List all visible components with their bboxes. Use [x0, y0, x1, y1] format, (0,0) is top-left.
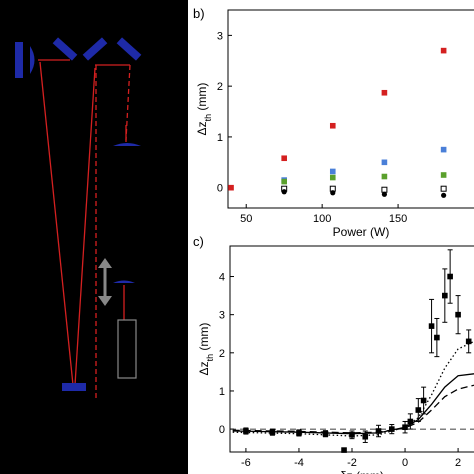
- plot-b-x-tick-label: 150: [389, 213, 407, 225]
- data-point: [330, 190, 336, 196]
- data-point: [440, 47, 447, 54]
- end-mirror-icon: [62, 383, 86, 391]
- data-point: [441, 192, 447, 198]
- plot-b-y-tick-label: 3: [217, 30, 223, 42]
- curved-mirror-left-icon: [30, 46, 35, 74]
- plot-c-y-tick-label: 4: [219, 272, 225, 284]
- data-point: [375, 428, 382, 434]
- data-point: [243, 428, 249, 434]
- fold-mirror-1-icon: [52, 37, 78, 61]
- plot-c-y-axis-label: Δzth (mm): [197, 323, 215, 376]
- data-point: [381, 186, 388, 193]
- schematic-background: [0, 0, 188, 474]
- plot-c: -6 -4 -2 0 2 0 1 2 3 4 δz (mm) Δzth (mm): [197, 245, 474, 474]
- data-point: [440, 146, 447, 153]
- crystal-box-icon: [117, 319, 137, 379]
- plot-b-x-tick-label: 50: [240, 213, 252, 225]
- plot-c-y-tick-label: 3: [219, 310, 225, 322]
- data-point: [420, 397, 427, 404]
- data-point: [341, 447, 347, 453]
- lens-upper-icon: [113, 143, 141, 146]
- data-point: [465, 338, 472, 345]
- data-point: [228, 184, 234, 191]
- data-point: [447, 273, 453, 280]
- plot-b-x-tick-label: 100: [313, 213, 331, 225]
- data-point: [281, 189, 287, 195]
- plot-c-x-tick-label: 0: [402, 457, 408, 469]
- data-point: [329, 122, 336, 129]
- plot-c-x-tick-label: -4: [294, 457, 304, 469]
- data-point: [269, 429, 276, 435]
- model-curve-dotted: [232, 340, 474, 437]
- plot-c-frame: [229, 245, 474, 453]
- fold-mirror-3-icon: [116, 37, 142, 61]
- plot-c-x-tick-label: -6: [241, 457, 251, 469]
- data-point: [388, 426, 395, 432]
- data-point: [415, 407, 422, 413]
- plot-b-y-tick-label: 0: [217, 183, 223, 195]
- panel-c: c) -6 -4 -2 0 2 0 1 2 3 4 δz (mm) Δzth (mm): [193, 234, 474, 474]
- plot-c-x-tick-label: 2: [455, 457, 461, 469]
- plot-b: 50 100 150 0 1 2 3 Power (W) Δzth (mm): [195, 9, 474, 239]
- plot-b-y-tick-label: 2: [217, 81, 223, 93]
- data-point: [407, 418, 414, 425]
- data-point: [428, 323, 435, 329]
- plot-b-frame: [227, 9, 474, 209]
- translation-arrow-icon: [98, 258, 112, 306]
- data-point: [381, 89, 388, 96]
- lens-lower-icon: [113, 280, 135, 283]
- panel-c-tag: c): [193, 234, 204, 249]
- data-point: [442, 292, 448, 299]
- data-point: [322, 430, 329, 437]
- plot-b-y-tick-label: 1: [217, 132, 223, 144]
- plot-c-y-tick-label: 2: [219, 348, 225, 360]
- panel-b: b) 50 100 150 0 1 2 3 Power (W) Δzth (mm): [193, 6, 474, 239]
- laser-beams: [38, 59, 131, 398]
- data-point: [440, 172, 447, 178]
- data-point: [381, 159, 388, 166]
- data-point: [281, 178, 287, 185]
- fold-mirror-2-icon: [82, 37, 108, 61]
- data-point: [434, 334, 440, 341]
- plot-b-y-axis-label: Δzth (mm): [195, 83, 213, 136]
- data-point: [281, 155, 287, 162]
- data-point: [455, 311, 461, 318]
- plot-b-x-axis-label: Power (W): [333, 225, 390, 239]
- plot-c-x-axis-label: δz (mm): [340, 469, 384, 474]
- data-point: [329, 168, 336, 175]
- mirror-left-icon: [15, 42, 23, 78]
- panel-a-schematic: [0, 0, 188, 474]
- plot-c-y-tick-label: 1: [219, 386, 225, 398]
- data-point: [402, 424, 408, 431]
- data-point: [349, 432, 355, 438]
- plot-c-y-tick-label: 0: [219, 424, 225, 436]
- data-point: [440, 185, 447, 192]
- data-point: [329, 174, 336, 181]
- data-point: [362, 433, 369, 440]
- data-point: [296, 430, 302, 436]
- plot-c-x-tick-label: -2: [347, 457, 357, 469]
- panel-b-tag: b): [193, 6, 205, 21]
- data-point: [381, 191, 388, 197]
- model-curve-dashed: [232, 384, 474, 434]
- data-point: [381, 173, 388, 180]
